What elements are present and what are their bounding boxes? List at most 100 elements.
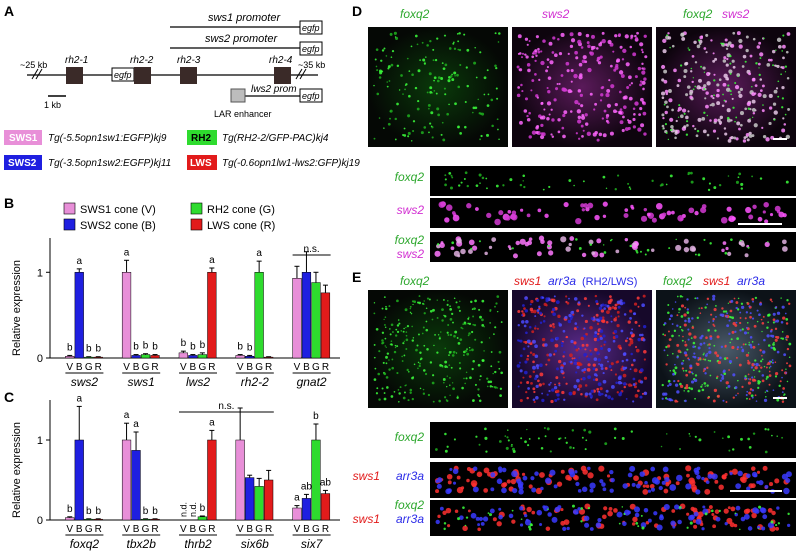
cell-tick-label: B [246,362,253,373]
sws1-signal [685,465,692,472]
foxq2-signal [459,132,462,135]
foxq2-signal [411,73,414,77]
foxq2-signal [409,307,412,310]
foxq2-signal [423,369,426,372]
foxq2-signal [701,388,705,392]
foxq2-signal [467,334,470,337]
sws2-signal [594,214,600,221]
sws1-signal [735,356,738,359]
foxq2-signal [605,187,608,190]
sws2-signal [620,74,625,78]
foxq2-signal [788,356,791,359]
sws1-signal [716,375,719,378]
merge-signal [730,119,733,122]
arr3a-signal [549,381,552,384]
foxq2-signal [706,384,709,387]
merge-signal [747,118,752,123]
merge-signal [722,59,727,63]
bar-tbx2b-R [150,518,160,521]
sws1-signal [739,317,742,319]
foxq2-signal [686,526,689,529]
foxq2-signal [498,367,501,370]
foxq2-signal [680,315,684,318]
foxq2-signal [755,62,758,65]
sws2-signal [546,65,549,69]
sws1-signal [595,398,599,402]
foxq2-signal [444,315,447,318]
arr3a-signal [756,525,761,529]
lar-enhancer-box [230,88,246,103]
merge-signal [527,240,533,246]
sws2-signal [528,135,532,139]
bar-foxq2-B [74,439,84,521]
sws1-signal [637,389,640,393]
foxq2-signal [389,328,391,330]
foxq2-signal [466,184,469,188]
foxq2-signal [464,382,466,385]
sws1-signal [718,484,724,490]
merge-signal [748,134,753,138]
merge-signal [783,123,787,126]
legend-sws1-text: Tg(-5.5opn1sw1:EGFP)kj9 [48,133,167,144]
merge-signal [786,32,791,36]
arr3a-signal [598,306,603,311]
sws1-signal [533,400,536,404]
arr3a-signal [632,383,636,386]
sws1-signal [663,488,669,494]
arr3a-signal [683,351,687,355]
foxq2-signal [784,113,787,116]
merge-signal [692,124,695,128]
foxq2-signal [484,427,487,431]
foxq2-signal [405,384,407,386]
foxq2-signal [773,341,775,344]
arr3a-signal [554,349,558,353]
sws2-signal [498,210,504,216]
foxq2-signal [690,387,694,391]
foxq2-signal [493,333,495,336]
sws2-signal [536,96,539,99]
foxq2-signal [485,177,488,180]
foxq2-signal [678,104,681,107]
foxq2-signal [407,399,410,402]
bar-tbx2b-G [140,518,151,521]
foxq2-signal [474,383,477,386]
sws1-signal [706,297,710,301]
foxq2-signal [388,368,391,371]
sws1-signal [543,315,546,318]
sws2-signal [624,208,629,212]
sws2-signal [504,215,511,221]
arr3a-signal [439,506,444,511]
merge-signal [722,82,727,87]
merge-signal [780,66,783,69]
foxq2-signal [752,432,756,435]
sws1-signal [629,340,634,345]
foxq2-signal [437,334,440,336]
foxq2-signal [441,319,444,322]
foxq2-signal [394,117,397,121]
foxq2-signal [378,350,381,353]
merge-signal [775,87,779,90]
foxq2-signal [524,440,527,444]
foxq2-signal [419,351,422,354]
sws1-signal [637,305,640,308]
arr3a-signal [751,396,754,399]
arr3a-signal [747,378,750,380]
foxq2-signal [665,132,668,134]
arr3a-signal [687,319,691,323]
sws2-signal [541,115,546,120]
foxq2-signal [575,238,578,241]
foxq2-signal [396,299,399,303]
arr3a-signal [753,363,756,366]
sws1-signal [456,475,461,480]
sws2-signal [603,109,607,113]
bar-six6b-B [245,477,255,521]
arr3a-signal [538,311,543,315]
foxq2-signal [497,128,499,131]
foxq2-signal [438,337,441,340]
arr3a-signal [735,394,737,397]
foxq2-signal [665,345,668,349]
foxq2-signal [451,241,455,245]
rh2-1-exon [66,67,83,84]
foxq2-signal [488,513,493,517]
foxq2-signal [741,328,744,331]
